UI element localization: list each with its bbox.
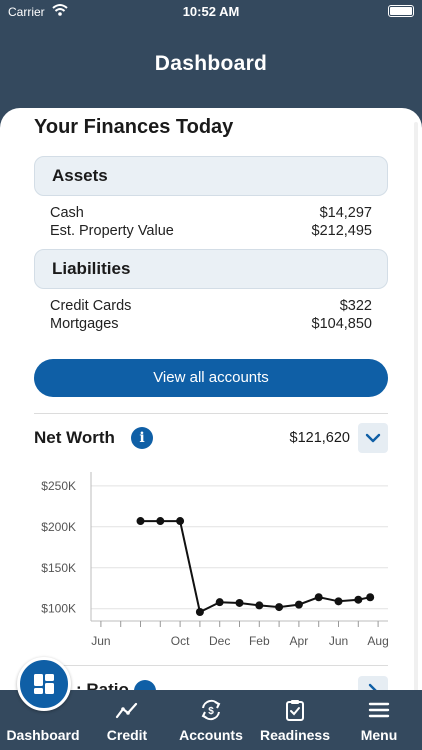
- trend-icon: [115, 702, 138, 719]
- finances-card: Your Finances Today Assets Cash $14,297 …: [0, 108, 422, 708]
- x-tick-label: Feb: [249, 634, 270, 648]
- divider: [34, 413, 388, 414]
- row-value: $14,297: [319, 205, 372, 221]
- series-line: [140, 520, 371, 614]
- net-worth-value: $121,620: [289, 430, 350, 446]
- y-tick-label: $200K: [41, 520, 76, 534]
- dashboard-fab-button[interactable]: [17, 657, 71, 711]
- x-tick-label: Oct: [171, 634, 190, 648]
- menu-icon: [368, 702, 390, 718]
- x-tick-label: Apr: [290, 634, 309, 648]
- data-point: [334, 597, 343, 606]
- net-worth-expand-button[interactable]: [358, 423, 388, 453]
- tab-credit[interactable]: Credit: [86, 690, 168, 750]
- data-point: [195, 607, 204, 616]
- row-value: $104,850: [311, 316, 372, 332]
- data-point: [366, 593, 375, 602]
- x-tick-label: Jun: [329, 634, 348, 648]
- clipboard-check-icon: [286, 700, 304, 721]
- view-all-accounts-button[interactable]: View all accounts: [34, 359, 388, 397]
- data-point: [275, 603, 284, 612]
- tab-label: Menu: [360, 727, 398, 743]
- battery-icon: [388, 5, 414, 17]
- page-title: Dashboard: [154, 52, 268, 75]
- data-point: [136, 517, 145, 526]
- tab-label: Credit: [106, 727, 148, 743]
- y-tick-label: $250K: [41, 479, 76, 493]
- data-point: [354, 595, 363, 604]
- row-label: Cash: [50, 205, 84, 221]
- assets-header: Assets: [34, 156, 388, 196]
- svg-text:$: $: [208, 706, 214, 717]
- divider: [34, 665, 388, 666]
- data-point: [255, 601, 264, 610]
- y-tick-label: $100K: [41, 602, 76, 616]
- carrier-label: Carrier: [8, 5, 45, 19]
- tab-readiness[interactable]: Readiness: [254, 690, 336, 750]
- info-icon[interactable]: i: [131, 427, 153, 449]
- net-worth-title: Net Worth: [34, 428, 115, 447]
- y-tick-label: $150K: [41, 561, 76, 575]
- clock: 10:52 AM: [182, 4, 240, 19]
- data-point: [215, 598, 224, 607]
- x-tick-label: Aug: [367, 634, 388, 648]
- dashboard-icon: [34, 674, 54, 694]
- data-point: [314, 593, 323, 602]
- row-label: Mortgages: [50, 316, 119, 332]
- tab-label: Dashboard: [6, 727, 80, 743]
- status-bar: Carrier 10:52 AM: [0, 0, 422, 24]
- tab-accounts[interactable]: $ Accounts: [168, 690, 254, 750]
- tab-menu[interactable]: Menu: [336, 690, 422, 750]
- tab-label: Readiness: [259, 727, 331, 743]
- liabilities-header: Liabilities: [34, 249, 388, 289]
- row-label: Est. Property Value: [50, 223, 174, 239]
- net-worth-chart: $250K $200K $150K $100K Jun Oct Dec Feb Apr Jun Au…: [41, 472, 389, 648]
- row-label: Credit Cards: [50, 298, 132, 314]
- row-value: $212,495: [311, 223, 372, 239]
- data-point: [235, 598, 244, 607]
- wifi-icon: [52, 4, 68, 16]
- tab-label: Accounts: [179, 727, 243, 743]
- x-tick-label: Dec: [209, 634, 230, 648]
- section-title: Your Finances Today: [34, 116, 234, 138]
- tab-dashboard[interactable]: Dashboard: [0, 690, 86, 750]
- accounts-icon: $: [201, 699, 221, 721]
- data-point: [294, 600, 303, 609]
- tab-bar: Dashboard Credit $ Accounts Readiness Me…: [0, 690, 422, 750]
- row-value: $322: [339, 298, 372, 314]
- chevron-down-icon: [365, 433, 381, 443]
- x-tick-label: Jun: [91, 634, 110, 648]
- data-point: [176, 517, 185, 526]
- data-point: [156, 517, 165, 526]
